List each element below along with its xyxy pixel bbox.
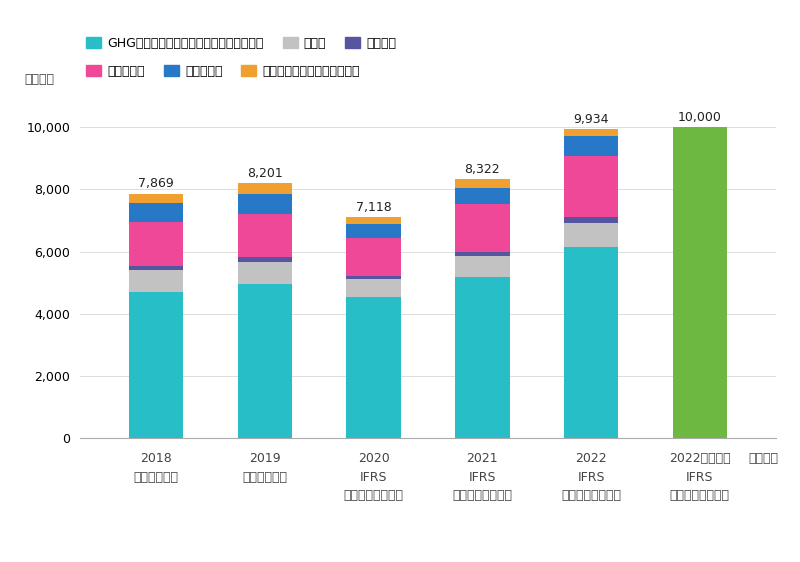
Bar — [129, 292, 183, 438]
Text: （国際会計基準）: （国際会計基準） — [670, 489, 730, 502]
Text: 7,869: 7,869 — [138, 178, 174, 191]
Bar — [238, 193, 292, 214]
Bar — [455, 256, 510, 277]
Text: （年度）: （年度） — [749, 452, 778, 465]
Text: 2022（目標）: 2022（目標） — [669, 452, 730, 465]
Bar — [564, 247, 618, 438]
Text: 2022: 2022 — [575, 452, 607, 465]
Text: （億円）: （億円） — [24, 74, 54, 87]
Bar — [564, 136, 618, 156]
Bar — [346, 279, 401, 297]
Bar — [455, 188, 510, 204]
Text: 2020: 2020 — [358, 452, 390, 465]
Bar — [129, 193, 183, 203]
Bar — [129, 270, 183, 292]
Text: 9,934: 9,934 — [574, 113, 609, 126]
Bar — [346, 275, 401, 279]
Bar — [346, 217, 401, 224]
Bar — [564, 223, 618, 247]
Text: 2019: 2019 — [249, 452, 281, 465]
Text: IFRS: IFRS — [578, 472, 605, 484]
Text: 2021: 2021 — [466, 452, 498, 465]
Bar — [238, 262, 292, 284]
Text: IFRS: IFRS — [469, 472, 496, 484]
Bar — [564, 129, 618, 136]
Bar — [129, 222, 183, 266]
Text: （国際会計基準）: （国際会計基準） — [452, 489, 512, 502]
Bar — [238, 284, 292, 438]
Bar — [346, 238, 401, 275]
Bar — [455, 179, 510, 188]
Bar — [346, 224, 401, 238]
Bar — [238, 214, 292, 257]
Text: （国際会計基準）: （国際会計基準） — [561, 489, 621, 502]
Text: 8,322: 8,322 — [465, 164, 500, 176]
Text: 2018: 2018 — [140, 452, 172, 465]
Bar — [673, 127, 727, 438]
Text: 8,201: 8,201 — [247, 167, 282, 180]
Text: 7,118: 7,118 — [356, 201, 391, 214]
Bar — [455, 252, 510, 256]
Legend: 環境低負荷, リサイクル, その他（バイオマス由来等）: 環境低負荷, リサイクル, その他（バイオマス由来等） — [86, 65, 360, 78]
Text: （国際会計基準）: （国際会計基準） — [344, 489, 404, 502]
Text: （日本基準）: （日本基準） — [134, 472, 178, 484]
Text: IFRS: IFRS — [360, 472, 387, 484]
Bar — [564, 217, 618, 223]
Bar — [346, 297, 401, 438]
Text: IFRS: IFRS — [686, 472, 714, 484]
Bar — [455, 277, 510, 438]
Text: （日本基準）: （日本基準） — [242, 472, 287, 484]
Text: 10,000: 10,000 — [678, 111, 722, 124]
Bar — [129, 203, 183, 222]
Bar — [238, 183, 292, 193]
Bar — [564, 156, 618, 217]
Bar — [129, 266, 183, 270]
Bar — [238, 257, 292, 262]
Bar — [455, 204, 510, 252]
